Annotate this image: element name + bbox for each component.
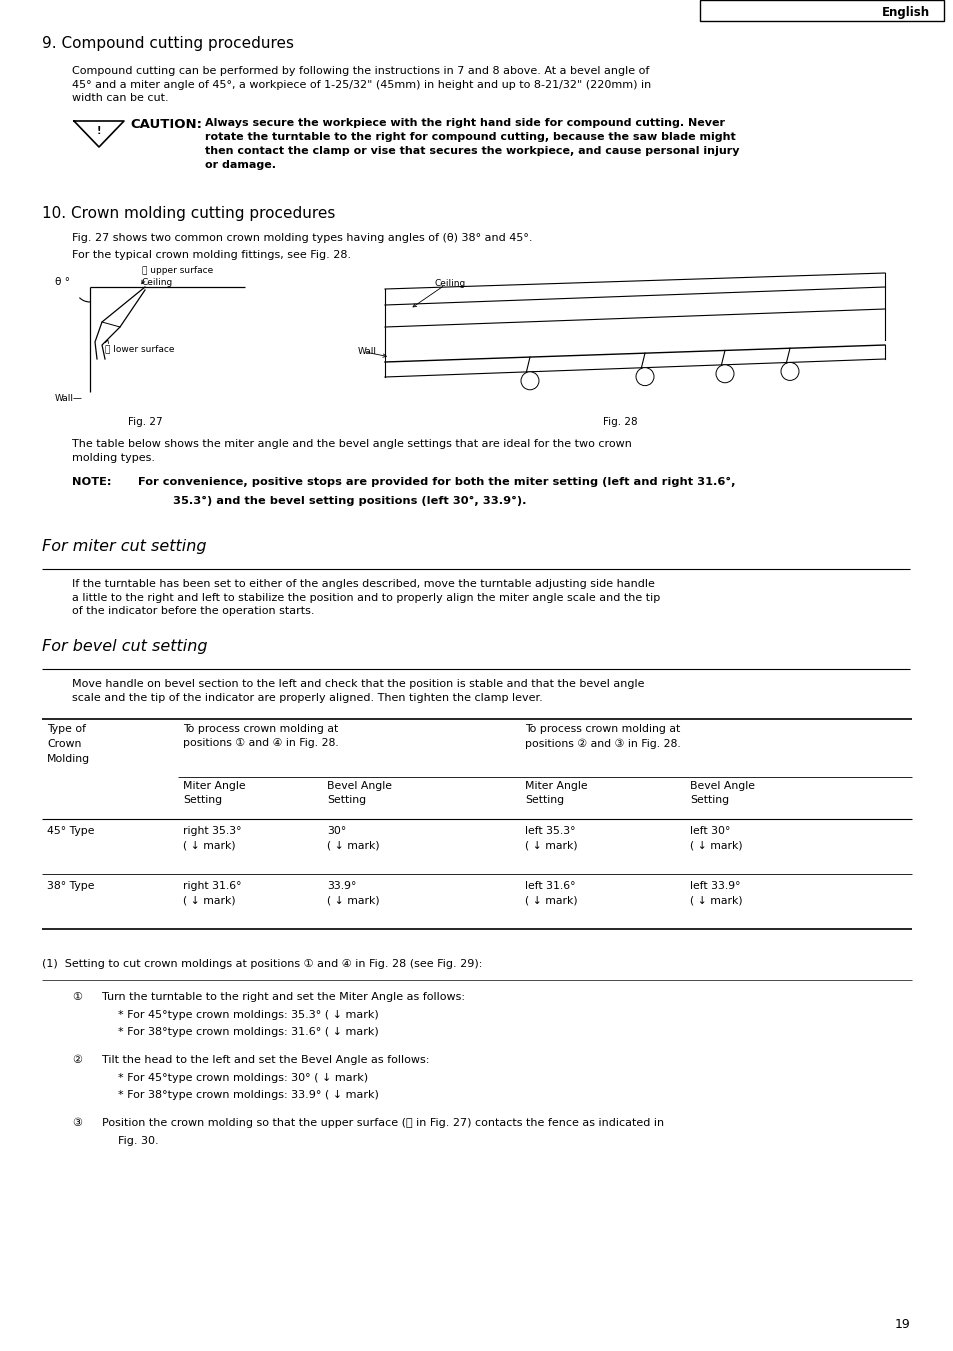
Text: Wall—: Wall— xyxy=(55,394,83,403)
Text: left 31.6°
( ↓ mark): left 31.6° ( ↓ mark) xyxy=(524,881,577,905)
Text: For miter cut setting: For miter cut setting xyxy=(42,539,206,554)
Text: 35.3°) and the bevel setting positions (left 30°, 33.9°).: 35.3°) and the bevel setting positions (… xyxy=(172,496,526,505)
Text: * For 45°type crown moldings: 35.3° ( ↓ mark): * For 45°type crown moldings: 35.3° ( ↓ … xyxy=(118,1009,378,1020)
Text: To process crown molding at
positions ① and ④ in Fig. 28.: To process crown molding at positions ① … xyxy=(183,724,338,748)
Text: 4: 4 xyxy=(787,367,792,376)
Text: Ceiling: Ceiling xyxy=(435,280,466,288)
Text: !: ! xyxy=(96,127,101,136)
Text: 1: 1 xyxy=(527,377,532,385)
Text: right 31.6°
( ↓ mark): right 31.6° ( ↓ mark) xyxy=(183,881,241,905)
Text: Wall: Wall xyxy=(357,347,376,357)
Text: Ceiling: Ceiling xyxy=(142,278,173,286)
Text: Fig. 30.: Fig. 30. xyxy=(118,1135,158,1146)
Text: Bevel Angle
Setting: Bevel Angle Setting xyxy=(689,781,754,805)
Text: Tilt the head to the left and set the Bevel Angle as follows:: Tilt the head to the left and set the Be… xyxy=(102,1055,429,1065)
Text: If the turntable has been set to either of the angles described, move the turnta: If the turntable has been set to either … xyxy=(71,580,659,616)
Circle shape xyxy=(781,362,799,381)
Text: Compound cutting can be performed by following the instructions in 7 and 8 above: Compound cutting can be performed by fol… xyxy=(71,66,651,103)
Text: The table below shows the miter angle and the bevel angle settings that are idea: The table below shows the miter angle an… xyxy=(71,439,631,462)
Text: For the typical crown molding fittings, see Fig. 28.: For the typical crown molding fittings, … xyxy=(71,250,351,259)
Text: right 35.3°
( ↓ mark): right 35.3° ( ↓ mark) xyxy=(183,825,241,850)
Text: left 35.3°
( ↓ mark): left 35.3° ( ↓ mark) xyxy=(524,825,577,850)
Text: 45° Type: 45° Type xyxy=(47,825,94,836)
Text: Miter Angle
Setting: Miter Angle Setting xyxy=(524,781,587,805)
Text: * For 38°type crown moldings: 31.6° ( ↓ mark): * For 38°type crown moldings: 31.6° ( ↓ … xyxy=(118,1027,378,1038)
Text: 2: 2 xyxy=(642,372,647,381)
Text: ③: ③ xyxy=(71,1119,82,1128)
Text: Ⓐ upper surface: Ⓐ upper surface xyxy=(142,266,213,276)
Text: 38° Type: 38° Type xyxy=(47,881,94,892)
FancyBboxPatch shape xyxy=(700,0,943,22)
Text: CAUTION:: CAUTION: xyxy=(130,118,202,131)
Text: ①: ① xyxy=(71,992,82,1002)
Text: NOTE:: NOTE: xyxy=(71,477,112,486)
Circle shape xyxy=(520,372,538,390)
Text: 30°
( ↓ mark): 30° ( ↓ mark) xyxy=(327,825,379,850)
Text: left 30°
( ↓ mark): left 30° ( ↓ mark) xyxy=(689,825,741,850)
Text: For convenience, positive stops are provided for both the miter setting (left an: For convenience, positive stops are prov… xyxy=(138,477,735,488)
Circle shape xyxy=(636,367,654,385)
Text: * For 45°type crown moldings: 30° ( ↓ mark): * For 45°type crown moldings: 30° ( ↓ ma… xyxy=(118,1073,368,1082)
Text: Always secure the workpiece with the right hand side for compound cutting. Never: Always secure the workpiece with the rig… xyxy=(205,118,739,170)
Text: Fig. 28: Fig. 28 xyxy=(602,417,637,427)
Text: (1)  Setting to cut crown moldings at positions ① and ④ in Fig. 28 (see Fig. 29): (1) Setting to cut crown moldings at pos… xyxy=(42,959,482,969)
Text: Fig. 27 shows two common crown molding types having angles of (θ) 38° and 45°.: Fig. 27 shows two common crown molding t… xyxy=(71,232,532,243)
Text: Miter Angle
Setting: Miter Angle Setting xyxy=(183,781,245,805)
Text: Bevel Angle
Setting: Bevel Angle Setting xyxy=(327,781,392,805)
Text: * For 38°type crown moldings: 33.9° ( ↓ mark): * For 38°type crown moldings: 33.9° ( ↓ … xyxy=(118,1090,378,1100)
Text: Move handle on bevel section to the left and check that the position is stable a: Move handle on bevel section to the left… xyxy=(71,680,644,703)
Text: Type of
Crown
Molding: Type of Crown Molding xyxy=(47,724,90,763)
Text: For bevel cut setting: For bevel cut setting xyxy=(42,639,208,654)
Circle shape xyxy=(716,365,733,382)
Text: ②: ② xyxy=(71,1055,82,1065)
Text: left 33.9°
( ↓ mark): left 33.9° ( ↓ mark) xyxy=(689,881,741,905)
Text: English: English xyxy=(881,5,929,19)
Text: Fig. 27: Fig. 27 xyxy=(128,417,162,427)
Text: Ⓑ lower surface: Ⓑ lower surface xyxy=(105,345,174,353)
Text: Turn the turntable to the right and set the Miter Angle as follows:: Turn the turntable to the right and set … xyxy=(102,992,464,1002)
Text: 9. Compound cutting procedures: 9. Compound cutting procedures xyxy=(42,36,294,51)
Text: 33.9°
( ↓ mark): 33.9° ( ↓ mark) xyxy=(327,881,379,905)
Text: 3: 3 xyxy=(721,369,727,378)
Text: Position the crown molding so that the upper surface (Ⓐ in Fig. 27) contacts the: Position the crown molding so that the u… xyxy=(102,1119,663,1128)
Text: 10. Crown molding cutting procedures: 10. Crown molding cutting procedures xyxy=(42,205,335,222)
Text: 19: 19 xyxy=(893,1319,909,1331)
Text: θ °: θ ° xyxy=(55,277,70,286)
Text: To process crown molding at
positions ② and ③ in Fig. 28.: To process crown molding at positions ② … xyxy=(524,724,680,748)
